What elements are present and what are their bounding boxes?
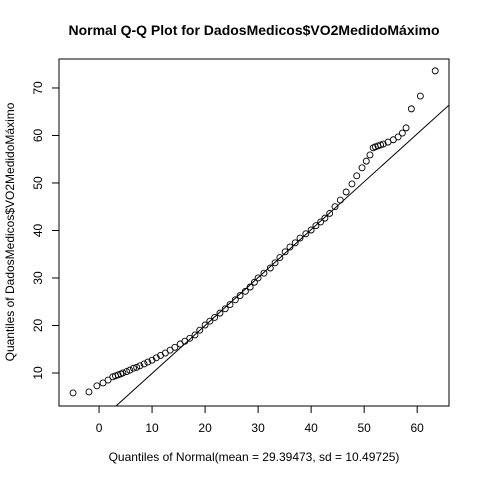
point bbox=[99, 379, 107, 387]
point bbox=[276, 254, 284, 262]
y-tick-label: 60 bbox=[31, 128, 45, 142]
point bbox=[126, 366, 134, 374]
x-tick-label: 20 bbox=[198, 421, 212, 435]
point bbox=[196, 326, 204, 334]
chart-title: Normal Q-Q Plot for DadosMedicos$VO2Medi… bbox=[68, 22, 439, 38]
point bbox=[291, 239, 299, 247]
point bbox=[342, 188, 350, 196]
point bbox=[191, 331, 199, 339]
y-tick-label: 10 bbox=[31, 366, 45, 380]
point bbox=[296, 234, 304, 242]
point bbox=[362, 157, 370, 165]
x-tick-label: 10 bbox=[145, 421, 159, 435]
point bbox=[358, 164, 366, 172]
point bbox=[211, 313, 219, 321]
point bbox=[119, 369, 127, 377]
point bbox=[379, 140, 387, 148]
point bbox=[331, 203, 339, 211]
point bbox=[431, 67, 439, 75]
point bbox=[93, 382, 101, 390]
y-tick-label: 40 bbox=[31, 223, 45, 237]
point bbox=[321, 214, 329, 222]
point bbox=[281, 248, 289, 256]
point bbox=[286, 243, 294, 251]
x-tick-label: 50 bbox=[357, 421, 371, 435]
point bbox=[398, 129, 406, 137]
point bbox=[407, 105, 415, 113]
point bbox=[123, 368, 131, 376]
y-tick-label: 70 bbox=[31, 81, 45, 95]
y-axis-label: Quantiles of DadosMedicos$VO2MedidoMáxim… bbox=[3, 102, 17, 361]
x-axis-label: Quantiles of Normal(mean = 29.39473, sd … bbox=[109, 450, 400, 464]
point bbox=[312, 222, 320, 230]
x-tick-label: 0 bbox=[96, 421, 103, 435]
point bbox=[326, 209, 334, 217]
point bbox=[236, 292, 244, 300]
point bbox=[171, 343, 179, 351]
point bbox=[254, 274, 262, 282]
point bbox=[353, 172, 361, 180]
point bbox=[250, 278, 258, 286]
point bbox=[216, 309, 224, 317]
point bbox=[348, 180, 356, 188]
x-tick-label: 60 bbox=[411, 421, 425, 435]
point bbox=[201, 321, 209, 329]
point bbox=[221, 305, 229, 313]
point bbox=[186, 334, 194, 342]
point bbox=[85, 388, 93, 396]
point bbox=[104, 376, 112, 384]
point bbox=[246, 283, 254, 291]
point bbox=[394, 133, 402, 141]
y-tick-label: 30 bbox=[31, 271, 45, 285]
point bbox=[136, 362, 144, 370]
point bbox=[307, 226, 315, 234]
point bbox=[336, 196, 344, 204]
point bbox=[366, 151, 374, 159]
y-tick-label: 20 bbox=[31, 318, 45, 332]
point bbox=[416, 92, 424, 100]
x-tick-label: 30 bbox=[251, 421, 265, 435]
point bbox=[133, 363, 141, 371]
point bbox=[140, 360, 148, 368]
point bbox=[144, 358, 152, 366]
x-tick-label: 40 bbox=[304, 421, 318, 435]
y-tick-label: 50 bbox=[31, 176, 45, 190]
point bbox=[402, 124, 410, 132]
plot-frame bbox=[58, 58, 450, 407]
point bbox=[302, 230, 310, 238]
point bbox=[231, 296, 239, 304]
point bbox=[206, 317, 214, 325]
point bbox=[130, 364, 137, 372]
point bbox=[69, 389, 77, 397]
point bbox=[271, 259, 279, 267]
point bbox=[260, 269, 268, 277]
point bbox=[226, 301, 234, 309]
point bbox=[317, 218, 325, 226]
point bbox=[241, 287, 249, 295]
point bbox=[266, 264, 274, 272]
